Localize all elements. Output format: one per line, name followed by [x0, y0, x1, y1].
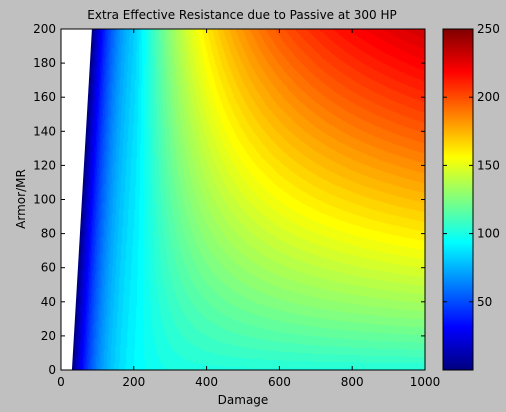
y-tick-label: 140: [33, 124, 56, 138]
colorbar-gradient: [443, 29, 473, 370]
x-tick-label: 400: [195, 375, 218, 389]
undefined-region: [61, 29, 92, 370]
colorbar-tick-label: 50: [477, 295, 492, 309]
y-axis-label: Armor/MR: [14, 169, 28, 229]
y-tick-label: 40: [41, 295, 56, 309]
x-tick-label: 0: [57, 375, 65, 389]
x-tick-label: 600: [268, 375, 291, 389]
colorbar-tick-label: 150: [477, 158, 500, 172]
x-tick-label: 200: [122, 375, 145, 389]
y-tick-label: 20: [41, 329, 56, 343]
y-tick-label: 100: [33, 193, 56, 207]
y-tick-label: 180: [33, 56, 56, 70]
colorbar-ticks: 50 100 150 200 250: [443, 22, 500, 309]
y-tick-label: 120: [33, 158, 56, 172]
x-axis: 0 200 400 600 800 1000: [57, 29, 440, 389]
colorbar-tick-label: 200: [477, 90, 500, 104]
chart-title: Extra Effective Resistance due to Passiv…: [87, 8, 396, 22]
colorbar-tick-label: 100: [477, 227, 500, 241]
y-tick-label: 0: [48, 363, 56, 377]
colorbar-frame: [442, 28, 474, 371]
colorbar-tick-label: 250: [477, 22, 500, 36]
y-tick-label: 60: [41, 261, 56, 275]
x-tick-label: 800: [341, 375, 364, 389]
colorbar: 50 100 150 200 250: [442, 22, 500, 371]
x-tick-label: 1000: [410, 375, 441, 389]
heatmap-plot: [60, 28, 426, 371]
y-tick-label: 160: [33, 90, 56, 104]
x-axis-label: Damage: [218, 393, 269, 407]
y-tick-label: 200: [33, 22, 56, 36]
heatmap-image: [61, 29, 425, 370]
y-axis: 0 20 40 60 80 100 120 140 160 180 200: [33, 22, 425, 377]
y-tick-label: 80: [41, 227, 56, 241]
